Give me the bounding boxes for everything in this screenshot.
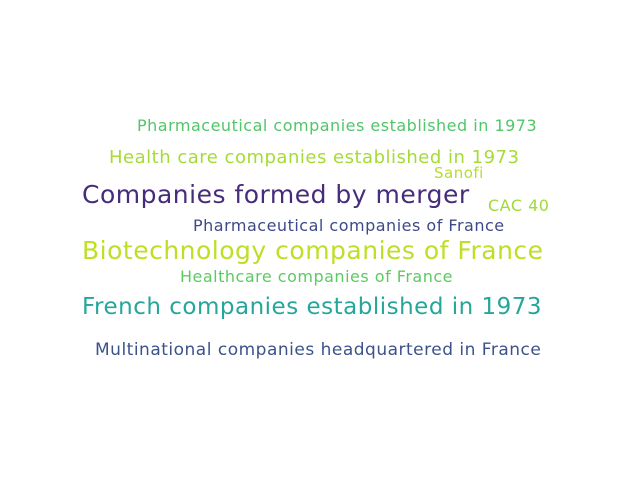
word-multinational-companies-headquartered-in-france: Multinational companies headquartered in… — [95, 340, 542, 360]
word-healthcare-companies-of-france: Healthcare companies of France — [180, 267, 453, 286]
word-companies-formed-by-merger: Companies formed by merger — [82, 180, 470, 209]
word-health-care-companies-established-1973: Health care companies established in 197… — [109, 147, 520, 168]
word-french-companies-established-1973: French companies established in 1973 — [82, 294, 543, 320]
word-biotechnology-companies-of-france: Biotechnology companies of France — [82, 236, 544, 265]
word-cac-40: CAC 40 — [488, 196, 550, 215]
word-pharmaceutical-companies-of-france: Pharmaceutical companies of France — [193, 216, 505, 235]
word-pharmaceutical-companies-established-1973: Pharmaceutical companies established in … — [137, 116, 538, 135]
word-sanofi: Sanofi — [434, 164, 484, 182]
